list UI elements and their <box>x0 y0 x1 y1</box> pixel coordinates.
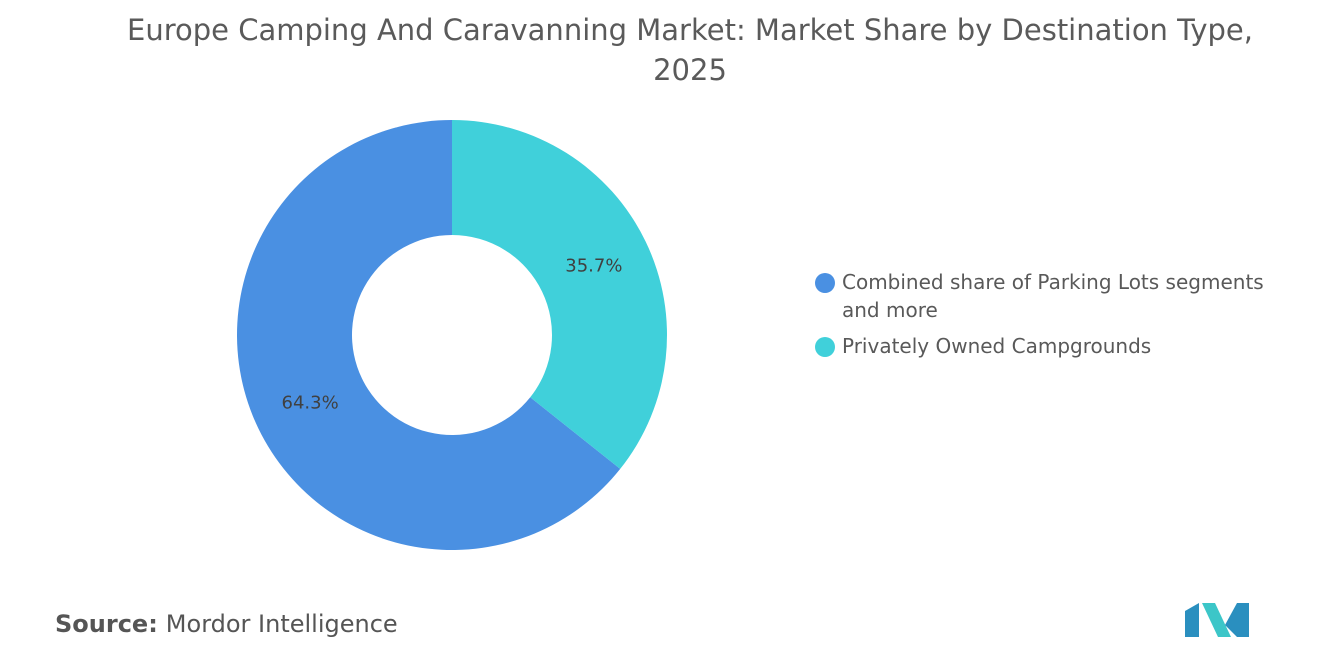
logo <box>1185 603 1249 637</box>
legend: Combined share of Parking Lots segments … <box>815 268 1285 368</box>
value-label: 35.7% <box>565 256 622 277</box>
source-label: Source: <box>55 610 158 638</box>
source: Source: Mordor Intelligence <box>55 610 398 638</box>
legend-swatch <box>815 273 835 293</box>
donut-slice <box>237 120 621 551</box>
chart-title: Europe Camping And Caravanning Market: M… <box>127 13 1253 87</box>
value-label: 64.3% <box>282 392 339 413</box>
source-text: Mordor Intelligence <box>165 610 398 638</box>
legend-item: Privately Owned Campgrounds <box>815 332 1285 360</box>
donut-slice <box>452 120 667 469</box>
legend-label: Combined share of Parking Lots segments … <box>842 270 1264 322</box>
legend-label: Privately Owned Campgrounds <box>842 334 1152 358</box>
legend-item: Combined share of Parking Lots segments … <box>815 268 1285 324</box>
legend-swatch <box>815 337 835 357</box>
